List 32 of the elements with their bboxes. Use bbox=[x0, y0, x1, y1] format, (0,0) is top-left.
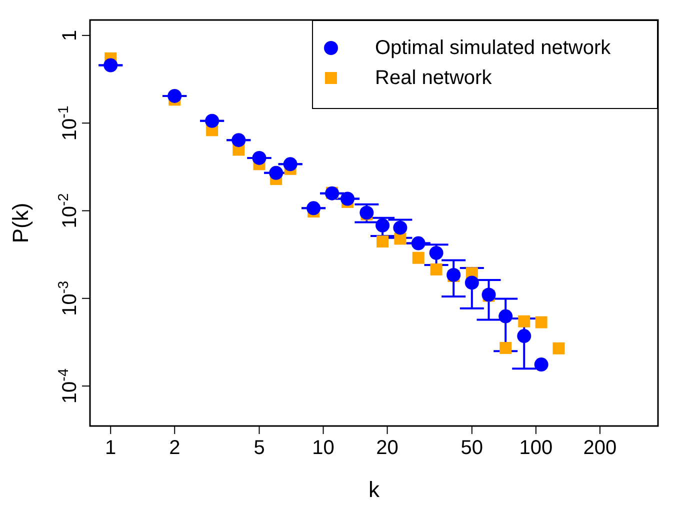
point bbox=[411, 236, 426, 250]
x-tick-label: 100 bbox=[519, 437, 553, 459]
x-axis-title: k bbox=[368, 477, 380, 502]
point bbox=[535, 316, 548, 328]
y-tick-label: 1 bbox=[59, 30, 81, 41]
point bbox=[376, 235, 389, 248]
point bbox=[269, 166, 284, 180]
x-tick-label: 1 bbox=[105, 437, 116, 459]
point bbox=[393, 220, 408, 235]
x-tick-label: 5 bbox=[254, 437, 265, 459]
point bbox=[518, 315, 530, 328]
point bbox=[464, 276, 479, 290]
x-tick-label: 200 bbox=[583, 437, 617, 459]
point bbox=[376, 218, 390, 232]
point bbox=[430, 263, 442, 276]
legend-label: Optimal simulated network bbox=[375, 36, 611, 60]
x-tick-label: 50 bbox=[460, 437, 484, 459]
point bbox=[517, 329, 532, 344]
y-axis-title: P(k) bbox=[8, 202, 33, 244]
point bbox=[446, 268, 461, 282]
point bbox=[534, 358, 548, 372]
point bbox=[412, 252, 424, 264]
point bbox=[340, 192, 354, 206]
point bbox=[252, 150, 266, 165]
legend-label: Real network bbox=[375, 66, 492, 90]
x-tick-label: 2 bbox=[169, 437, 180, 459]
point bbox=[429, 246, 444, 260]
x-tick-label: 20 bbox=[376, 437, 398, 459]
point bbox=[498, 309, 513, 324]
x-tick-label: 10 bbox=[312, 437, 334, 459]
point bbox=[552, 342, 565, 354]
point bbox=[500, 342, 512, 354]
